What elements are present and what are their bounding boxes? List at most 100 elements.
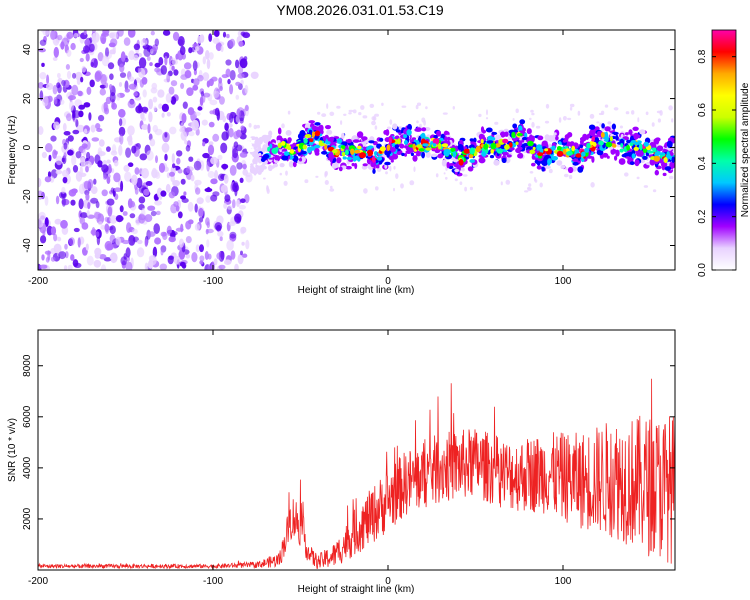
spectrogram-scatter-cell xyxy=(389,165,392,172)
spectrogram-noise-cell xyxy=(208,33,213,42)
spectrogram-noise-cell xyxy=(238,40,244,47)
spectrogram-signal-cell xyxy=(519,119,526,125)
spectrogram-signal-cell xyxy=(669,161,674,169)
spectrogram-scatter-cell xyxy=(352,109,357,114)
spectrogram-noise-cell xyxy=(120,180,124,192)
spectrogram-noise-cell xyxy=(60,41,65,50)
spectrogram-signal-cell xyxy=(354,149,361,154)
spectrogram-noise-cell xyxy=(232,147,239,159)
spectrogram-scatter-cell xyxy=(631,110,635,115)
spectrogram-noise-cell xyxy=(138,57,147,69)
spectrogram-scatter-cell xyxy=(548,168,553,174)
spectrogram-signal-cell xyxy=(618,158,626,165)
spectrogram-noise-cell xyxy=(191,119,200,131)
spectrogram-noise-cell xyxy=(91,227,96,237)
spectrogram-signal-cell xyxy=(642,155,648,160)
spectrogram-scatter-cell xyxy=(363,188,368,194)
spectrogram-noise-cell xyxy=(63,265,68,270)
spectrogram-noise-cell xyxy=(208,52,214,60)
spectrogram-scatter-cell xyxy=(336,105,341,109)
spectrogram-signal-cell xyxy=(653,155,660,162)
spectrogram-scatter-cell xyxy=(567,117,572,121)
spectrogram-signal-cell xyxy=(300,135,304,142)
spectrogram-signal-cell xyxy=(602,152,609,158)
spectrogram-signal-cell xyxy=(591,136,595,142)
spectrogram-signal-cell xyxy=(288,161,294,168)
spectrogram-noise-cell xyxy=(200,91,204,97)
spectrogram-signal-cell xyxy=(361,136,368,141)
spectrogram-signal-cell xyxy=(302,144,307,150)
spectrogram-noise-cell xyxy=(207,264,212,270)
spectrogram-signal-cell xyxy=(375,165,380,169)
spectrogram-signal-cell xyxy=(421,132,426,140)
spectrogram-noise-cell xyxy=(217,230,224,237)
spectrogram-noise-cell xyxy=(109,225,116,235)
spectrogram-noise-cell xyxy=(109,254,116,260)
spectrogram-scatter-cell xyxy=(329,188,335,192)
spectrogram-scatter-cell xyxy=(371,120,376,126)
spectrogram-noise-cell xyxy=(188,47,193,54)
spectrogram-signal-cell xyxy=(480,138,484,145)
spectrogram-noise-cell xyxy=(129,213,136,219)
spectrogram-noise-cell xyxy=(217,154,223,161)
spectrogram-noise-cell xyxy=(72,165,79,173)
spectrogram-noise-cell xyxy=(76,124,85,133)
spectrogram-signal-cell xyxy=(283,151,290,156)
spectrogram-signal-cell xyxy=(637,134,641,139)
spectrogram-noise-cell xyxy=(114,187,122,192)
spectrogram-signal-cell xyxy=(412,143,416,150)
spectrogram-noise-cell xyxy=(209,99,218,106)
spectrogram-noise-cell xyxy=(98,139,105,147)
spectrogram-noise-cell xyxy=(168,236,176,243)
spectrogram-signal-cell xyxy=(311,131,316,139)
spectrogram-noise-cell xyxy=(194,223,200,231)
spectrogram-signal-cell xyxy=(338,166,343,172)
spectrogram-noise-cell xyxy=(172,31,180,41)
spectrogram-scatter-cell xyxy=(381,102,384,107)
spectrogram-noise-cell xyxy=(181,113,187,124)
spectrogram-noise-cell xyxy=(185,253,191,259)
spectrogram-noise-cell xyxy=(60,192,66,198)
spectrogram-noise-cell xyxy=(42,95,49,107)
spectrogram-signal-cell xyxy=(506,154,512,158)
spectrogram-signal-cell xyxy=(598,140,604,146)
spectrogram-signal-cell xyxy=(623,152,630,157)
spectrogram-noise-cell xyxy=(169,171,175,177)
spectrogram-y-tick-label: -20 xyxy=(22,189,33,204)
spectrogram-signal-cell xyxy=(386,144,391,152)
spectrogram-noise-cell xyxy=(188,156,194,162)
spectrogram-signal-cell xyxy=(349,146,356,150)
spectrogram-noise-cell xyxy=(83,102,91,108)
spectrogram-noise-cell xyxy=(233,181,239,188)
spectrogram-noise-cell xyxy=(144,262,149,270)
spectrogram-scatter-cell xyxy=(253,124,258,130)
spectrogram-scatter-cell xyxy=(443,172,446,175)
spectrogram-noise-cell xyxy=(183,62,192,70)
spectrogram-noise-cell xyxy=(168,191,176,199)
spectrogram-scatter-cell xyxy=(401,105,407,108)
spectrogram-signal-cell xyxy=(611,131,619,136)
spectrogram-scatter-cell xyxy=(435,173,439,178)
spectrogram-noise-cell xyxy=(187,201,194,212)
spectrogram-scatter-cell xyxy=(530,109,534,113)
spectrogram-noise-cell xyxy=(223,174,229,184)
spectrogram-signal-cell xyxy=(416,150,421,157)
spectrogram-noise-cell xyxy=(71,155,77,166)
spectrogram-signal-cell xyxy=(309,141,314,146)
spectrogram-noise-cell xyxy=(157,89,165,98)
spectrogram-noise-cell xyxy=(48,154,52,162)
spectrogram-scatter-cell xyxy=(531,112,535,116)
spectrogram-noise-cell xyxy=(44,217,49,228)
spectrogram-signal-cell xyxy=(342,145,346,150)
spectrogram-scatter-cell xyxy=(266,185,269,190)
spectrogram-signal-cell xyxy=(671,137,675,144)
spectrogram-noise-cell xyxy=(202,72,210,81)
spectrogram-noise-cell xyxy=(46,74,50,85)
spectrogram-signal-cell xyxy=(467,166,474,172)
spectrogram-scatter-cell xyxy=(529,171,534,174)
spectrogram-signal-cell xyxy=(553,132,557,136)
spectrogram-noise-cell xyxy=(93,259,102,268)
spectrogram-scatter-cell xyxy=(279,172,282,176)
spectrogram-signal-cell xyxy=(600,132,605,138)
spectrogram-signal-cell xyxy=(390,159,394,163)
